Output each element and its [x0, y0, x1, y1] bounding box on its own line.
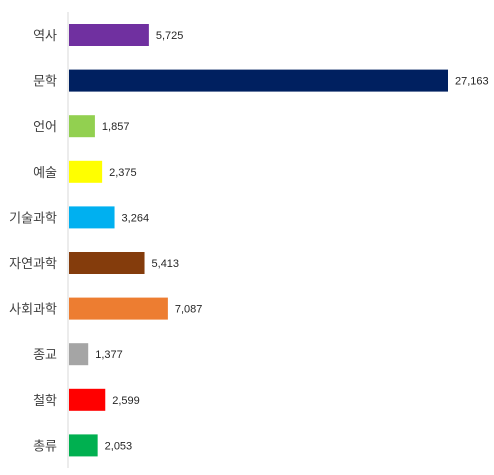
value-label-3: 1,857: [102, 121, 130, 133]
category-label-8: 종교: [33, 348, 57, 363]
bar-3: [69, 115, 95, 138]
bar-6: [69, 252, 145, 274]
category-label-1: 역사: [33, 29, 57, 44]
value-label-6: 5,413: [152, 258, 180, 270]
value-label-4: 2,375: [109, 167, 137, 179]
category-label-6: 자연과학: [9, 257, 57, 272]
value-label-7: 7,087: [175, 304, 203, 316]
value-label-9: 2,599: [112, 395, 140, 407]
category-label-7: 사회과학: [9, 303, 57, 318]
bar-5: [69, 206, 115, 229]
value-label-1: 5,725: [156, 30, 184, 42]
bar-1: [69, 24, 149, 46]
value-label-2: 27,163: [455, 76, 489, 88]
bar-2: [69, 69, 448, 92]
bars-layer: [69, 24, 448, 457]
value-label-5: 3,264: [122, 212, 150, 224]
category-label-2: 문학: [33, 75, 57, 90]
category-label-3: 언어: [33, 120, 57, 135]
value-label-10: 2,053: [105, 440, 133, 452]
bar-7: [69, 297, 168, 320]
labels-layer: 역사 5,725 문학 27,163 언어 1,857 예술 2,375 기술과학 3,264 자연…: [9, 29, 489, 454]
bar-4: [69, 160, 103, 183]
category-label-5: 기술과학: [9, 211, 57, 226]
bar-10: [69, 434, 98, 457]
bar-9: [69, 388, 106, 411]
value-label-8: 1,377: [95, 349, 123, 361]
category-label-4: 예술: [33, 166, 57, 181]
category-label-10: 총류: [33, 439, 57, 454]
category-label-9: 철학: [33, 394, 57, 409]
bar-8: [69, 343, 89, 366]
